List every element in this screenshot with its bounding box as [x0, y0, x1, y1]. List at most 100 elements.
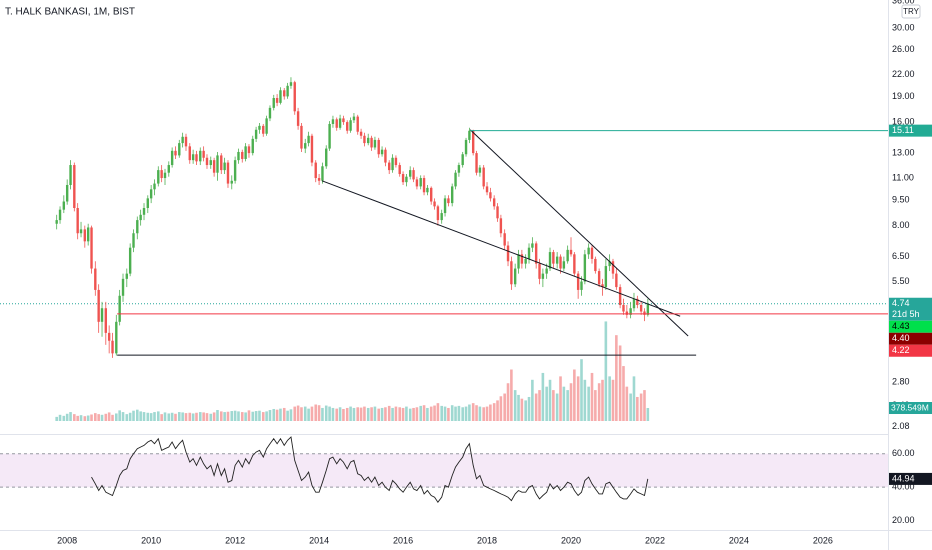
volume-bar: [615, 335, 618, 421]
candle-body: [597, 271, 601, 285]
volume-bar: [293, 406, 297, 421]
candle-body: [139, 214, 142, 221]
candle-body: [478, 167, 482, 173]
candle-body: [639, 305, 643, 312]
candle-body: [632, 298, 636, 309]
candle-body: [251, 138, 254, 154]
volume-bar: [254, 411, 258, 421]
volume-bar: [251, 411, 255, 421]
volume-bar: [100, 414, 104, 421]
volume-bar: [142, 412, 146, 421]
candle-body: [286, 85, 289, 97]
candle-body: [328, 123, 331, 149]
x-tick-label: 2018: [477, 535, 497, 545]
volume-bar: [520, 398, 524, 421]
candle-body: [468, 130, 471, 140]
volume-bar: [226, 411, 230, 421]
price-badge: [889, 332, 932, 345]
candle-body: [69, 165, 72, 185]
volume-bar: [268, 410, 272, 421]
volume-bar: [569, 383, 573, 421]
candle-body: [359, 131, 363, 136]
volume-bar: [188, 412, 192, 421]
rsi-badge-label: 44.94: [892, 473, 915, 483]
candle-body: [237, 151, 240, 161]
chart-title: T. HALK BANKASI, 1M, BIST: [5, 7, 135, 18]
volume-bar: [104, 413, 108, 421]
candle-body: [527, 247, 531, 259]
y-tick-label: 5.50: [892, 276, 910, 286]
volume-bar: [636, 396, 639, 421]
volume-bar: [310, 406, 314, 421]
y-tick-label: 11.00: [892, 172, 914, 182]
volume-bar: [198, 412, 202, 421]
currency[interactable]: TRY: [903, 7, 920, 16]
candle-body: [79, 229, 83, 234]
volume-bar: [121, 412, 125, 421]
candle-body: [65, 184, 69, 202]
volume-bar: [485, 406, 489, 421]
trend-line: [321, 180, 681, 317]
volume-bar: [384, 407, 387, 421]
volume-bar: [170, 412, 174, 421]
candle-body: [646, 303, 650, 315]
volume-bar: [275, 409, 279, 421]
volume-bar: [510, 369, 513, 421]
volume-bar: [94, 413, 97, 421]
candle-body: [160, 170, 163, 179]
candle-body: [422, 178, 426, 193]
volume-bar: [482, 407, 485, 421]
candle-body: [317, 178, 321, 181]
volume-bar: [534, 393, 538, 421]
candle-body: [335, 119, 338, 128]
volume-bar: [237, 411, 240, 421]
candle-body: [475, 153, 478, 173]
candle-body: [220, 155, 223, 171]
volume-bar: [527, 396, 531, 421]
volume-bar: [349, 406, 352, 421]
volume-bar: [174, 413, 177, 421]
candle-body: [415, 179, 419, 187]
volume-bar: [594, 390, 597, 421]
candle-body: [121, 278, 125, 296]
volume-bar: [625, 386, 629, 421]
x-tick-label: 2026: [813, 535, 833, 545]
volume-bar: [562, 386, 566, 421]
volume-bar: [282, 407, 286, 421]
volume-bar: [618, 345, 622, 421]
candle-body: [401, 174, 405, 183]
currency-box[interactable]: [901, 4, 921, 19]
volume-bar: [139, 411, 142, 421]
volume-bar: [195, 412, 198, 421]
y-tick-label: 36.00: [892, 0, 915, 5]
candle-body: [325, 148, 328, 167]
x-tick-label: 2024: [729, 535, 749, 545]
candle-body: [555, 256, 559, 264]
candle-body: [464, 139, 468, 155]
candle-body: [380, 149, 384, 155]
candle-body: [436, 206, 440, 221]
candle-body: [149, 189, 153, 199]
volume-bar: [576, 376, 580, 421]
candle-body: [583, 254, 587, 282]
volume-badge: [889, 402, 932, 415]
volume-bar: [503, 393, 506, 421]
volume-bar: [328, 406, 331, 421]
candle-body: [394, 157, 398, 166]
volume-bar: [405, 406, 408, 421]
volume-bar: [230, 411, 234, 421]
volume-bar: [377, 408, 381, 421]
candle-body: [615, 273, 618, 288]
volume-bar: [209, 413, 213, 421]
volume-bar: [531, 379, 534, 421]
candle-body: [580, 281, 583, 290]
volume-bar: [286, 410, 289, 421]
candle-body: [233, 160, 237, 181]
volume-bar: [443, 406, 447, 421]
candle-body: [230, 180, 233, 184]
candle-body: [174, 150, 177, 156]
volume-bar: [475, 405, 478, 421]
candle-body: [181, 136, 184, 144]
candle-body: [373, 139, 377, 148]
candle-body: [304, 143, 307, 149]
